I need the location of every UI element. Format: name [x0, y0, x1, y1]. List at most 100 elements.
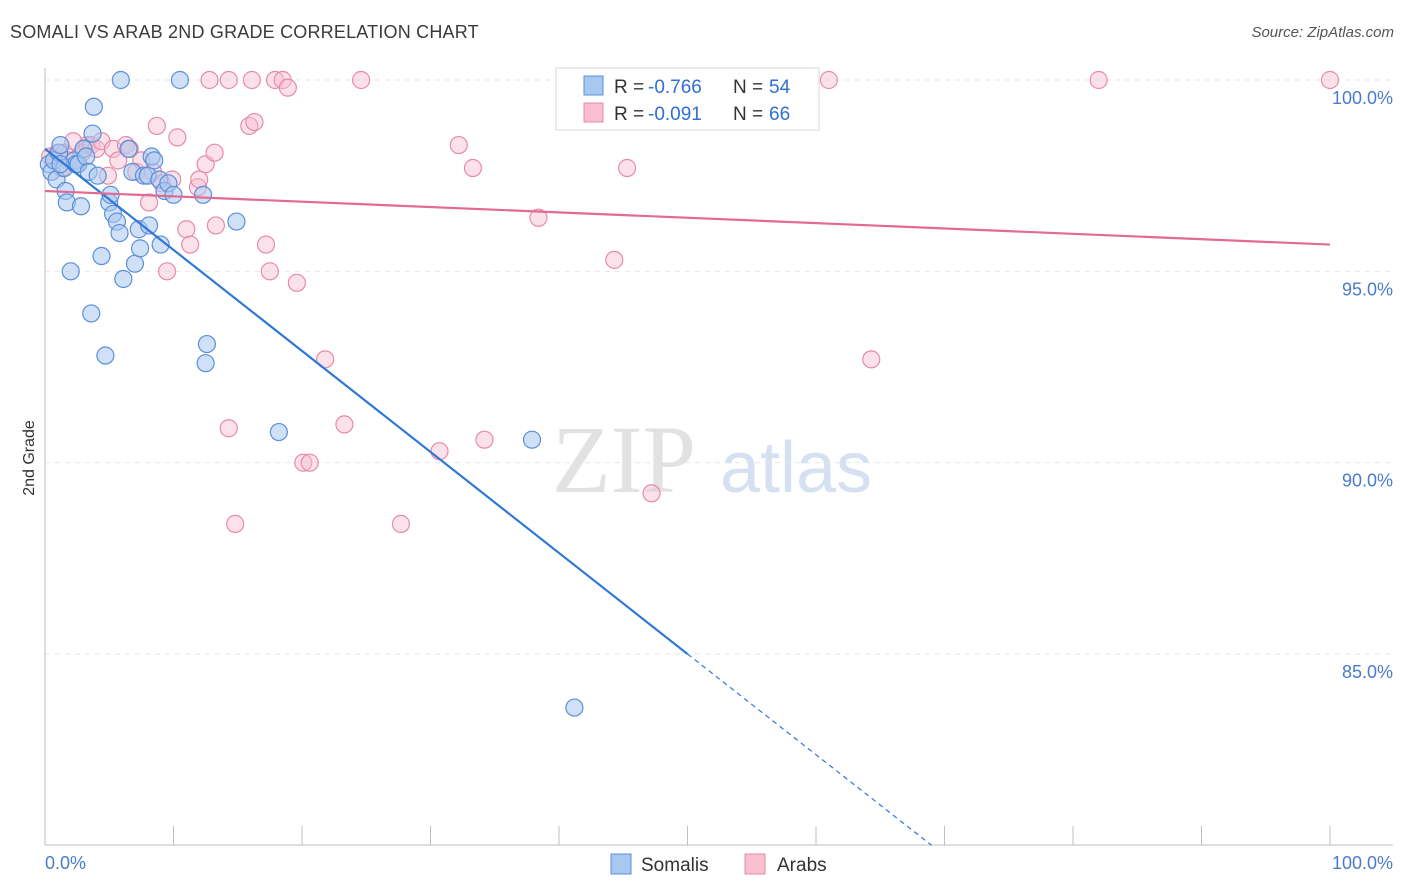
arab-point	[157, 262, 177, 281]
somali-point	[565, 698, 584, 717]
arab-point	[168, 128, 187, 147]
somali-point	[92, 246, 111, 266]
legend-n-label-arabs: N =	[733, 104, 763, 125]
arab-point	[862, 350, 881, 369]
correlation-legend: R = -0.766 N = 54 R = -0.091 N = 66	[555, 67, 820, 131]
arab-point	[529, 208, 548, 227]
x-tick-label-max: 100.0%	[1332, 853, 1393, 873]
legend-swatch-arabs	[583, 102, 604, 123]
somali-point	[51, 155, 70, 174]
somali-trend-line	[44, 148, 689, 655]
somali-point	[88, 166, 107, 185]
somali-point	[82, 304, 101, 323]
arab-point	[463, 158, 483, 178]
bottom-legend-label-arabs: Arabs	[777, 855, 827, 876]
somali-point	[196, 354, 215, 373]
somali-point	[71, 197, 91, 216]
somali-point	[84, 97, 103, 116]
bottom-legend-swatch-arabs	[744, 853, 766, 875]
arab-point	[300, 453, 319, 472]
arab-point	[206, 216, 226, 235]
y-tick-label: 95.0%	[1342, 279, 1393, 299]
arab-point	[449, 135, 468, 155]
somali-point	[145, 151, 164, 170]
arab-point	[335, 415, 354, 434]
series-legend: Somalis Arabs	[610, 853, 827, 876]
somali-point	[164, 185, 183, 204]
somali-point	[110, 223, 129, 243]
bottom-legend-label-somalis: Somalis	[641, 855, 709, 876]
arab-point	[618, 158, 637, 178]
arab-point	[294, 453, 313, 472]
arab-point	[190, 170, 209, 189]
arab-point	[260, 262, 279, 281]
somali-point	[522, 430, 542, 449]
trend-lines	[44, 148, 1331, 846]
somali-point	[114, 269, 133, 289]
y-tick-label: 85.0%	[1342, 662, 1393, 682]
legend-r-value-arabs: -0.091	[648, 104, 702, 125]
arab-point	[391, 514, 411, 533]
somali-point	[227, 212, 246, 231]
gridlines	[45, 79, 1393, 655]
somali-point	[170, 70, 190, 90]
arab-point	[226, 514, 245, 533]
somali-point	[193, 185, 213, 204]
somali-point	[111, 70, 130, 90]
legend-n-value-somalis: 54	[769, 77, 791, 98]
arab-point	[219, 70, 238, 90]
arab-point	[139, 193, 159, 212]
somali-point	[61, 262, 80, 281]
tick-labels: 85.0% 90.0% 95.0% 100.0% 0.0% 100.0%	[45, 88, 1393, 873]
arab-point	[147, 116, 166, 136]
legend-n-value-arabs: 66	[769, 104, 790, 125]
arab-point	[109, 151, 128, 170]
arab-point	[430, 442, 449, 461]
chart-title: SOMALI VS ARAB 2ND GRADE CORRELATION CHA…	[10, 22, 479, 42]
y-tick-label: 90.0%	[1342, 471, 1393, 491]
arab-point	[205, 143, 224, 162]
somali-point	[125, 254, 145, 273]
somali-point	[96, 346, 115, 365]
arab-point	[245, 112, 264, 132]
somali-point	[130, 239, 150, 258]
somali-point	[51, 135, 70, 155]
somali-point	[151, 235, 170, 254]
y-axis-label: 2nd Grade	[21, 420, 38, 496]
legend-n-label-somalis: N =	[733, 77, 763, 98]
y-tick-label: 100.0%	[1332, 88, 1393, 108]
somali-point	[197, 334, 217, 354]
watermark-zip: ZIP	[552, 406, 696, 513]
arab-point	[287, 273, 306, 292]
source-note: Source: ZipAtlas.com	[1251, 24, 1394, 41]
arab-point	[278, 78, 297, 97]
somali-trend-extension	[687, 653, 933, 846]
somali-point	[269, 422, 288, 442]
arab-point	[242, 70, 261, 90]
arab-point	[256, 235, 276, 254]
somali-point	[77, 147, 96, 166]
bottom-legend-swatch-somalis	[610, 853, 632, 875]
arab-point	[200, 70, 219, 90]
legend-r-label-arabs: R =	[614, 104, 644, 125]
arab-trend-line	[44, 189, 1331, 246]
arab-point	[219, 419, 238, 438]
somali-point	[83, 124, 102, 143]
x-tick-label-min: 0.0%	[45, 853, 86, 873]
scatter-points	[39, 70, 1340, 717]
arab-point	[605, 250, 624, 269]
watermark-atlas: atlas	[720, 428, 872, 508]
arab-point	[177, 220, 196, 239]
legend-swatch-somalis	[583, 75, 604, 96]
arab-point	[1320, 70, 1340, 90]
arab-point	[475, 430, 494, 449]
legend-r-label-somalis: R =	[614, 77, 644, 98]
somali-point	[119, 139, 138, 158]
arab-point	[819, 70, 838, 90]
arab-point	[642, 484, 661, 503]
arab-point	[181, 235, 200, 254]
legend-r-value-somalis: -0.766	[648, 77, 702, 98]
axes	[44, 68, 1393, 846]
arab-point	[352, 70, 371, 90]
